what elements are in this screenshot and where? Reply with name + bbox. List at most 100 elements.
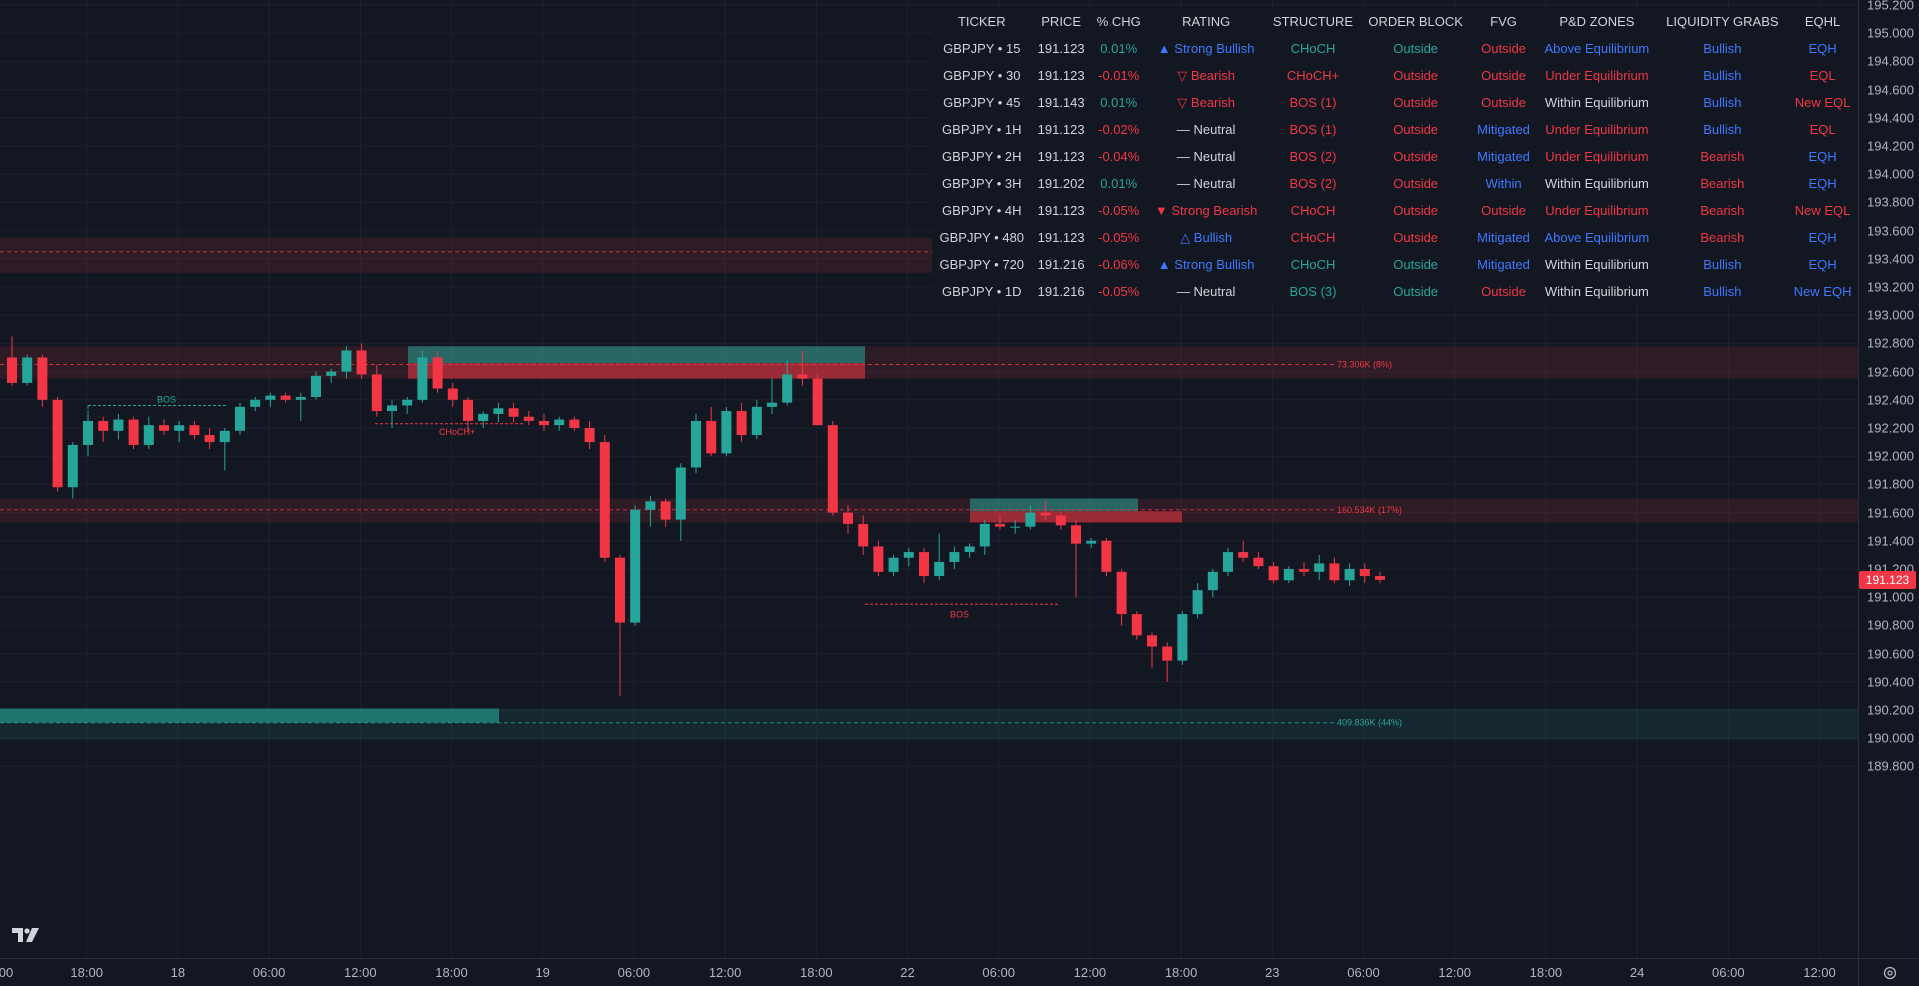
screener-cell-price: 191.216 (1037, 257, 1085, 272)
screener-cell-order-block: Outside (1393, 284, 1439, 299)
screener-cell-fvg: Mitigated (1477, 257, 1530, 272)
price-axis-label: 195.000 (1867, 25, 1914, 41)
choch-label: CHoCH+ (439, 427, 475, 437)
screener-cell-order-block: Outside (1393, 230, 1439, 245)
screener-column-header: % CHG (1096, 14, 1141, 29)
screener-cell-price: 191.123 (1037, 203, 1085, 218)
screener-column-header: TICKER (957, 14, 1006, 29)
screener-cell-eqhl: New EQL (1794, 203, 1851, 218)
time-axis[interactable]: 00 18:00 18 06:00 12:00 18:00 19 06:00 12:00 18:0… (0, 958, 1858, 986)
screener-cell-structure: BOS (1) (1289, 122, 1337, 137)
candle-body (660, 501, 671, 520)
time-axis-label: 18 (170, 965, 186, 980)
screener-cell-rating: ▽ Bearish (1177, 94, 1235, 110)
candle-body (1192, 590, 1203, 615)
candle-body (402, 399, 413, 406)
volume-label: 160.534K (17%) (1337, 505, 1402, 515)
screener-cell-chg: -0.04% (1098, 149, 1140, 164)
candle-body (1359, 569, 1370, 577)
screener-column-header: P&D ZONES (1559, 14, 1635, 29)
screener-cell-rating: — Neutral (1176, 176, 1236, 191)
screener-cell-price: 191.123 (1037, 230, 1085, 245)
candle-body (265, 395, 276, 400)
screener-column-header: LIQUIDITY GRABS (1666, 14, 1779, 29)
screener-cell-pd: Under Equilibrium (1545, 68, 1649, 83)
candle-body (508, 408, 519, 417)
time-axis-label: 12:00 (1438, 965, 1471, 980)
price-axis-label: 192.000 (1867, 448, 1914, 464)
screener-cell-pd: Within Equilibrium (1544, 95, 1649, 110)
bullish-order-block (0, 708, 499, 723)
screener-cell-fvg: Outside (1481, 41, 1526, 56)
screener-cell-liq: Bullish (1703, 95, 1742, 110)
screener-cell-chg: -0.01% (1098, 68, 1140, 83)
screener-cell-chg: 0.01% (1100, 176, 1138, 191)
candle-body (1177, 614, 1188, 661)
screener-cell-price: 191.216 (1037, 284, 1085, 299)
screener-cell-order-block: Outside (1393, 203, 1439, 218)
chart-settings-button[interactable] (1858, 958, 1919, 986)
screener-cell-structure: BOS (3) (1289, 284, 1337, 299)
price-axis[interactable]: 195.200 195.000 194.800 194.600 194.400 194.2… (1858, 0, 1919, 958)
candle-body (599, 442, 610, 558)
price-axis-label: 191.600 (1867, 505, 1914, 521)
screener-cell-chg: -0.05% (1098, 284, 1140, 299)
candle-body (888, 557, 899, 572)
candle-body (1055, 515, 1066, 526)
screener-cell-order-block: Outside (1393, 257, 1439, 272)
screener-cell-order-block: Outside (1393, 149, 1439, 164)
candle-body (615, 557, 625, 623)
price-axis-label: 193.800 (1867, 194, 1914, 210)
candle-body (174, 425, 185, 431)
screener-cell-rating: ▲ Strong Bullish (1157, 41, 1255, 56)
screener-cell-fvg: Outside (1481, 203, 1526, 218)
candle-body (52, 399, 63, 488)
candle-body (1207, 571, 1218, 591)
price-axis-label: 194.400 (1867, 110, 1914, 126)
candle-body (1071, 525, 1081, 544)
time-axis-label: 12:00 (344, 965, 377, 980)
screener-cell-ticker: GBPJPY • 1D (942, 284, 1022, 299)
candle-body (326, 371, 337, 376)
screener-column-header: PRICE (1041, 14, 1081, 29)
screener-cell-chg: 0.01% (1100, 95, 1138, 110)
candle-body (67, 444, 78, 488)
volume-label: 409.836K (44%) (1337, 718, 1402, 728)
price-axis-label: 193.600 (1867, 223, 1914, 239)
screener-cell-rating: — Neutral (1176, 284, 1236, 299)
screener-row: GBPJPY • 1H 191.123 -0.02% — Neutral BOS (1)… (932, 116, 1858, 143)
volume-zone-upper (0, 346, 1858, 379)
screener-cell-eqhl: EQH (1808, 230, 1837, 245)
candle-body (843, 512, 853, 524)
screener-row: GBPJPY • 45 191.143 0.01% ▽ Bearish BOS (1) O… (932, 89, 1858, 116)
candle-body (569, 419, 580, 428)
time-axis-label: 12:00 (1073, 965, 1107, 980)
price-axis-label: 192.600 (1867, 364, 1914, 380)
time-axis-label: 18:00 (1529, 965, 1563, 980)
candle-body (204, 435, 215, 443)
screener-cell-fvg: Mitigated (1477, 149, 1530, 164)
tradingview-logo-icon[interactable] (12, 926, 42, 944)
bearish-order-block (970, 511, 1182, 523)
screener-cell-pd: Within Equilibrium (1544, 176, 1649, 191)
candle-body (98, 420, 109, 431)
time-axis-label: 22 (900, 965, 915, 980)
screener-cell-price: 191.202 (1037, 176, 1085, 191)
candle-body (554, 419, 565, 426)
price-axis-label: 194.000 (1867, 166, 1914, 182)
screener-cell-structure: BOS (2) (1289, 149, 1337, 164)
candle-body (706, 420, 717, 454)
price-axis-label: 192.800 (1867, 335, 1914, 351)
screener-cell-ticker: GBPJPY • 45 (943, 95, 1021, 110)
candle-body (949, 552, 960, 562)
candle-body (447, 388, 458, 400)
screener-cell-pd: Above Equilibrium (1544, 230, 1650, 245)
screener-cell-fvg: Within (1485, 176, 1522, 191)
candle-body (979, 523, 990, 547)
candle-body (7, 357, 17, 383)
time-axis-label: 18:00 (800, 965, 833, 980)
price-axis-label: 194.200 (1867, 138, 1914, 154)
time-axis-label: 00 (0, 965, 14, 980)
price-axis-label: 194.800 (1867, 53, 1914, 69)
screener-cell-chg: 0.01% (1100, 41, 1138, 56)
